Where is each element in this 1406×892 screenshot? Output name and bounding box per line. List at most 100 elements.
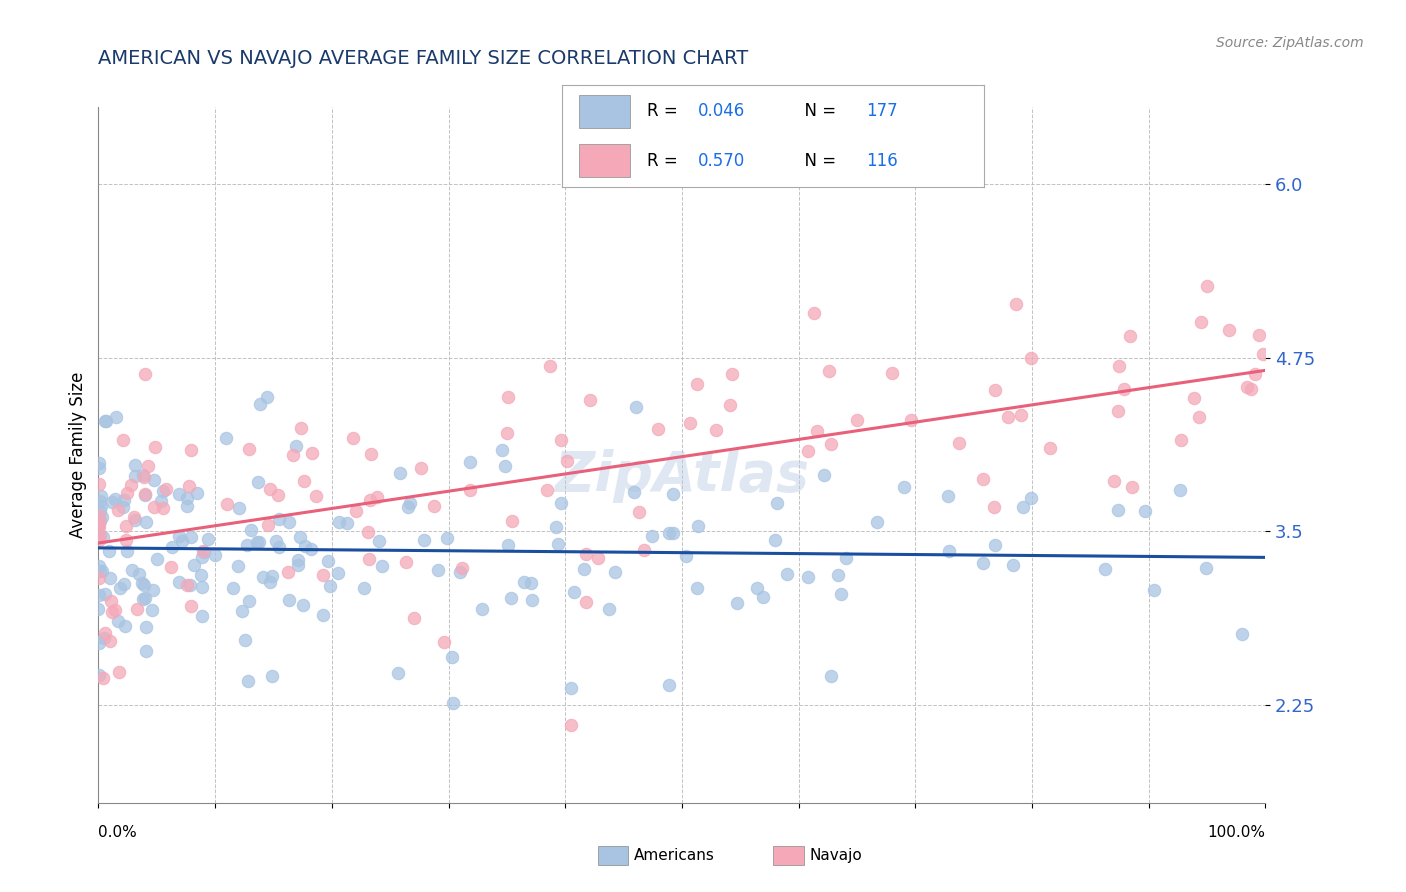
Text: N =: N = [794, 103, 842, 120]
Point [98, 634, 121, 648]
Point [267, 512, 290, 526]
Text: 116: 116 [866, 152, 898, 169]
Point [135, 644, 157, 658]
Point [1107, 502, 1129, 516]
Point [1102, 474, 1125, 488]
Point [87, 525, 110, 540]
Point [152, 501, 174, 516]
Point [294, 539, 316, 553]
Point [142, 583, 165, 598]
Point [1230, 627, 1253, 641]
Point [283, 448, 305, 462]
Point [688, 518, 710, 533]
Point [87, 520, 110, 534]
Point [936, 489, 959, 503]
Text: R =: R = [647, 152, 683, 169]
Text: Americans: Americans [634, 848, 716, 863]
Point [179, 578, 201, 592]
Point [160, 560, 183, 574]
Point [256, 390, 278, 404]
Point [97, 544, 120, 558]
Point [160, 541, 183, 555]
Point [305, 490, 328, 504]
Point [893, 480, 915, 494]
Point [880, 366, 903, 380]
Point [831, 587, 853, 601]
Point [142, 500, 165, 515]
Point [132, 470, 155, 484]
Point [1195, 279, 1218, 293]
Point [765, 496, 787, 510]
Point [100, 594, 122, 608]
Point [191, 550, 214, 565]
Point [134, 578, 156, 592]
Point [449, 566, 471, 580]
Point [624, 401, 647, 415]
Point [1236, 380, 1258, 394]
Point [458, 455, 481, 469]
Point [141, 603, 163, 617]
Point [288, 530, 311, 544]
Point [628, 505, 651, 519]
Point [190, 567, 212, 582]
Point [190, 608, 212, 623]
Point [763, 533, 786, 548]
Point [720, 367, 742, 381]
Point [572, 562, 595, 576]
Point [134, 367, 156, 381]
Point [115, 544, 138, 558]
Point [422, 499, 444, 513]
Point [91, 564, 114, 578]
Point [440, 649, 463, 664]
Point [176, 499, 198, 513]
Point [246, 535, 269, 549]
Text: 0.570: 0.570 [697, 152, 745, 169]
Point [1218, 323, 1240, 337]
Point [90, 490, 112, 504]
Point [1108, 359, 1130, 374]
Point [796, 443, 818, 458]
Point [128, 566, 150, 581]
Point [426, 563, 449, 577]
Point [402, 611, 425, 625]
Point [87, 588, 110, 602]
Point [101, 495, 124, 509]
Point [661, 487, 683, 501]
Point [152, 483, 174, 498]
Point [1133, 504, 1156, 518]
Point [294, 475, 316, 489]
Point [172, 533, 194, 548]
Point [550, 496, 572, 510]
Point [233, 632, 256, 647]
Point [89, 493, 111, 508]
Point [471, 601, 494, 615]
Point [312, 607, 335, 622]
Point [239, 523, 262, 537]
Point [108, 581, 131, 595]
Point [647, 422, 669, 436]
Point [1012, 500, 1035, 515]
Point [94, 626, 117, 640]
Point [256, 517, 278, 532]
Point [366, 490, 388, 504]
Text: 177: 177 [866, 103, 897, 120]
Point [226, 558, 249, 573]
Point [536, 483, 558, 498]
Point [87, 456, 110, 470]
Point [115, 533, 138, 548]
Point [143, 473, 166, 487]
Point [89, 508, 111, 523]
Point [866, 515, 889, 529]
Point [342, 431, 364, 445]
Point [125, 602, 148, 616]
Point [131, 591, 153, 606]
Point [180, 599, 202, 613]
Point [101, 605, 124, 619]
Point [87, 477, 110, 491]
Bar [579, 145, 630, 177]
Point [277, 565, 299, 579]
Point [145, 552, 167, 566]
Point [278, 515, 301, 529]
Point [623, 485, 645, 500]
Point [114, 618, 136, 632]
